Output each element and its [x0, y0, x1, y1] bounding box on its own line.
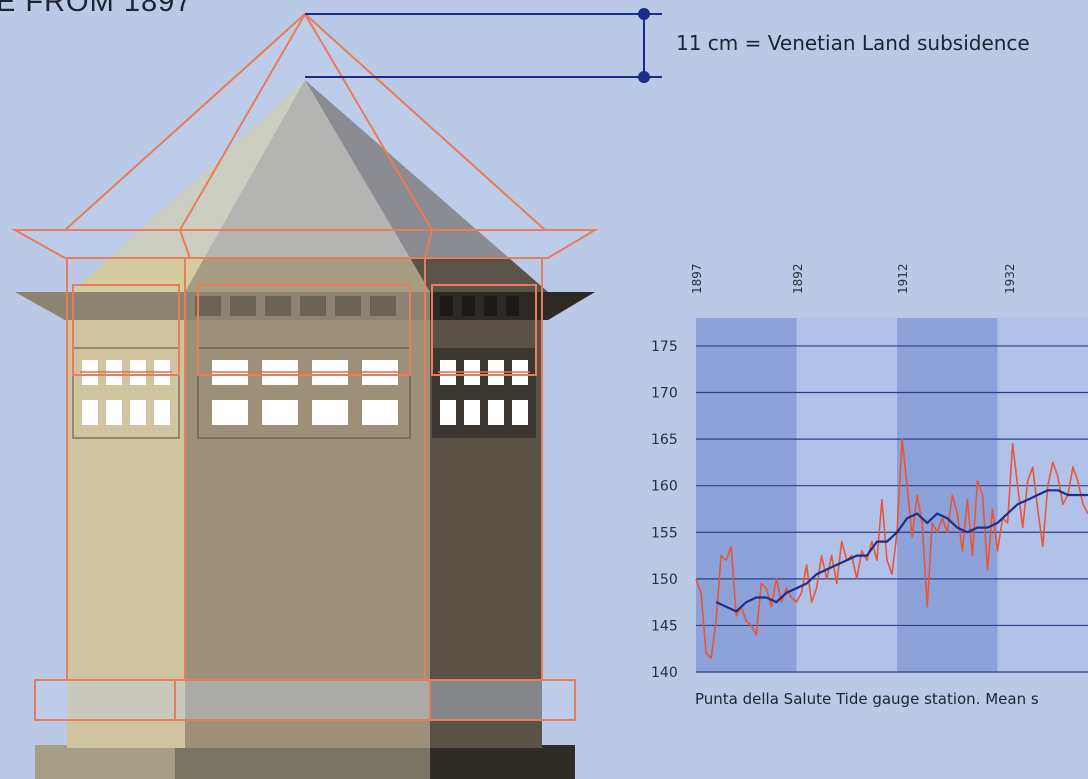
annual-mean-line: [695, 438, 1088, 659]
subsidence-label: 11 cm = Venetian Land subsidence: [676, 31, 1030, 55]
y-tick-label: 170: [651, 386, 678, 402]
chart-band: [696, 318, 797, 672]
original-tower-outline: [11, 12, 599, 721]
x-tick-label: 1932: [1003, 263, 1017, 294]
marker-dot-bottom: [638, 71, 650, 83]
marker-dot-top: [638, 8, 650, 20]
tower-shaft-left: [67, 318, 185, 748]
tower-shaft-center: [185, 318, 430, 748]
subsidence-marker: [305, 8, 662, 83]
x-tick-label: 1912: [896, 263, 910, 294]
tower-roof-center: [185, 80, 430, 292]
x-tick-label: 1892: [791, 263, 805, 294]
y-tick-label: 165: [651, 432, 678, 448]
y-tick-label: 155: [651, 525, 678, 541]
tower-roof-left: [72, 80, 305, 292]
tower-roof-right: [305, 80, 548, 292]
window-panel-center: [197, 347, 411, 439]
y-tick-label: 145: [651, 618, 678, 634]
y-tick-label: 160: [651, 479, 678, 495]
y-tick-label: 175: [651, 339, 678, 355]
window-panel-left: [72, 347, 180, 439]
x-tick-label: 1897: [690, 263, 704, 294]
chart-caption: Punta della Salute Tide gauge station. M…: [695, 690, 1039, 708]
tide-gauge-chart: 140 145 150 155 160 165 170 175 1897 1892 1912 193…: [651, 263, 1088, 681]
bell-tower-illustration: [11, 12, 599, 779]
page-title: E FROM 1897: [0, 0, 193, 18]
y-tick-label: 140: [651, 665, 678, 681]
chart-band: [897, 318, 998, 672]
chart-band: [796, 318, 898, 672]
y-tick-label: 150: [651, 572, 678, 588]
trend-line: [715, 489, 1088, 613]
